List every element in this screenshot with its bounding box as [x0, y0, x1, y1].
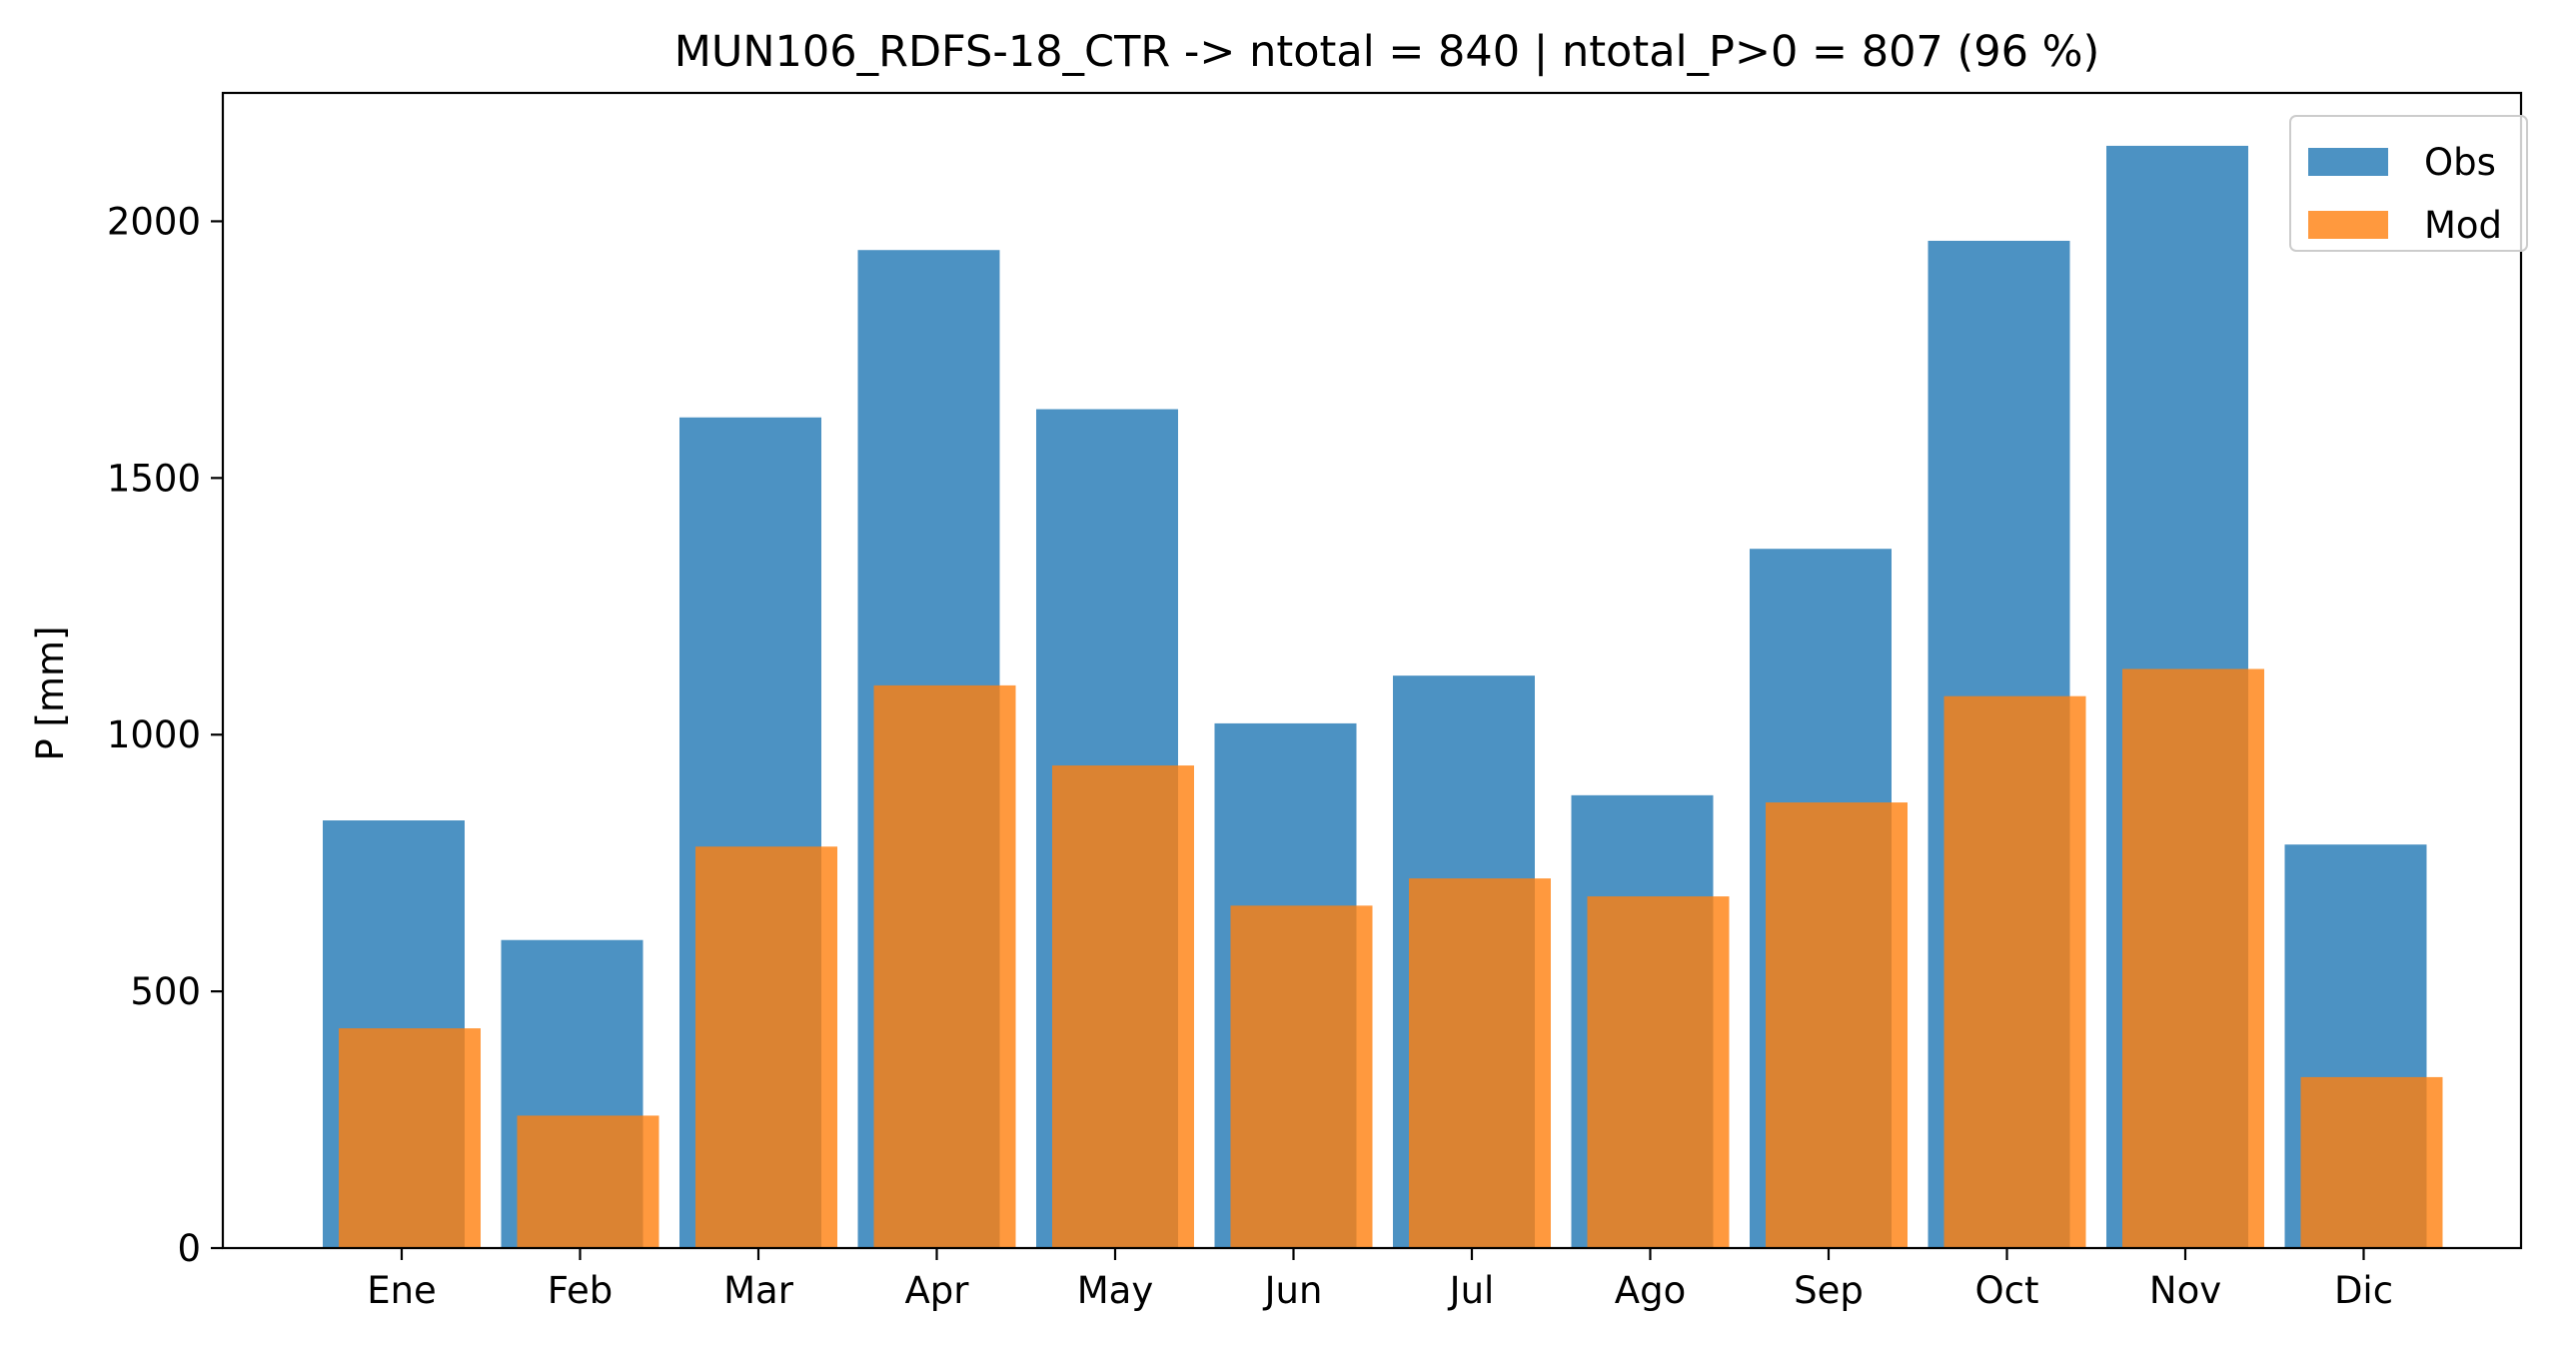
x-tick-label-may: May [1077, 1269, 1154, 1312]
bar-mod-ene [339, 1028, 481, 1248]
y-tick-label: 0 [177, 1227, 201, 1270]
x-tick-label-feb: Feb [548, 1269, 614, 1312]
bars-group [323, 145, 2443, 1249]
x-tick-label-ago: Ago [1615, 1269, 1686, 1312]
y-tick-label: 500 [130, 970, 201, 1013]
y-tick-label: 2000 [107, 200, 201, 243]
x-tick-label-jul: Jul [1448, 1269, 1495, 1312]
legend-swatch-obs [2308, 148, 2388, 176]
bar-mod-jul [1409, 878, 1551, 1248]
legend: Obs Mod [2289, 115, 2528, 252]
x-tick-label-oct: Oct [1975, 1269, 2039, 1312]
series-mod [339, 669, 2443, 1248]
x-tick-label-jun: Jun [1263, 1269, 1323, 1312]
bar-mod-jun [1230, 905, 1373, 1248]
bar-mod-feb [517, 1115, 659, 1248]
bar-mod-apr [873, 684, 1016, 1248]
bar-mod-dic [2300, 1076, 2443, 1248]
y-axis: 0 500 1000 1500 2000 [107, 200, 223, 1270]
legend-label-obs: Obs [2424, 141, 2496, 184]
bar-mod-mar [695, 846, 837, 1248]
plot-frame [221, 91, 2523, 1250]
bar-mod-sep [1766, 802, 1908, 1248]
bar-mod-may [1052, 765, 1194, 1248]
y-tick-label: 1500 [107, 457, 201, 500]
y-axis-label: P [mm] [29, 626, 72, 760]
x-tick-label-nov: Nov [2149, 1269, 2221, 1312]
y-tick-label: 1000 [107, 713, 201, 756]
legend-swatch-mod [2308, 211, 2388, 239]
chart-title: MUN106_RDFS-18_CTR -> ntotal = 840 | nto… [674, 27, 2100, 77]
bar-mod-nov [2122, 669, 2264, 1248]
x-axis: Ene Feb Mar Apr May Jun Jul Ago Sep Oct Nov Dic [367, 1248, 2393, 1312]
x-tick-label-apr: Apr [904, 1269, 969, 1312]
x-tick-label-ene: Ene [367, 1269, 437, 1312]
x-tick-label-sep: Sep [1794, 1269, 1864, 1312]
x-tick-label-mar: Mar [723, 1269, 794, 1312]
bar-mod-oct [1943, 695, 2086, 1248]
x-tick-label-dic: Dic [2334, 1269, 2393, 1312]
legend-label-mod: Mod [2424, 204, 2502, 247]
bar-mod-ago [1587, 896, 1730, 1248]
